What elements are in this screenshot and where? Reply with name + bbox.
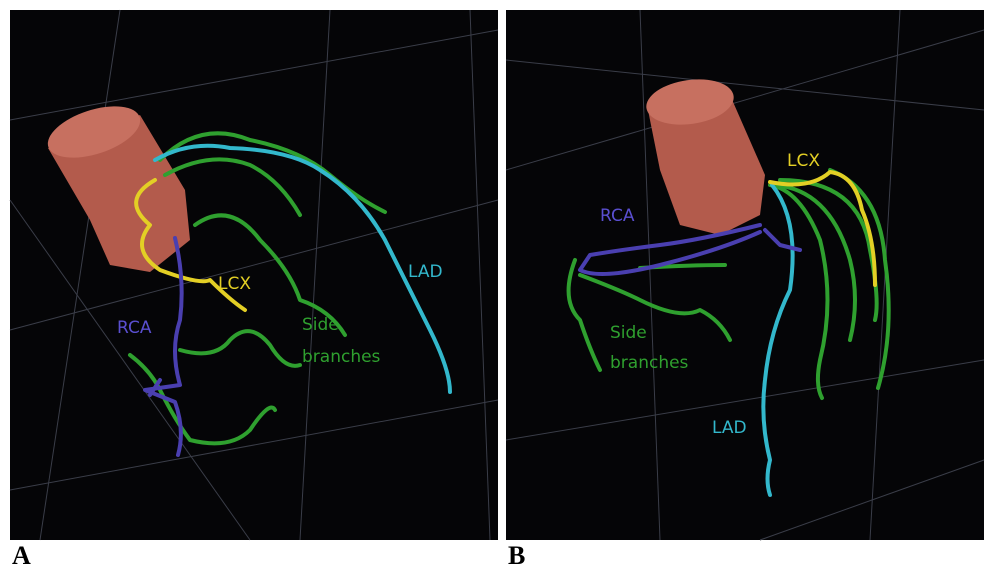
- annotation: LAD: [408, 262, 443, 282]
- panel-a: LCX RCA LAD Side branches: [10, 10, 498, 540]
- annotation: branches: [610, 353, 689, 373]
- annotation: LCX: [787, 151, 820, 171]
- panel-label: B: [508, 541, 525, 569]
- annotation: Side: [302, 315, 339, 335]
- annotation: Side: [610, 323, 647, 343]
- annotation: LAD: [712, 418, 747, 438]
- annotation: branches: [302, 347, 381, 367]
- panel-b-background: [506, 10, 984, 540]
- panel-b: RCA LCX LAD Side branches: [506, 10, 984, 540]
- annotation: RCA: [117, 318, 152, 338]
- panel-label: A: [12, 541, 31, 569]
- figure: LCX RCA LAD Side branches RCA LCX LAD Si…: [0, 0, 988, 569]
- annotation: LCX: [218, 274, 251, 294]
- annotation: RCA: [600, 206, 635, 226]
